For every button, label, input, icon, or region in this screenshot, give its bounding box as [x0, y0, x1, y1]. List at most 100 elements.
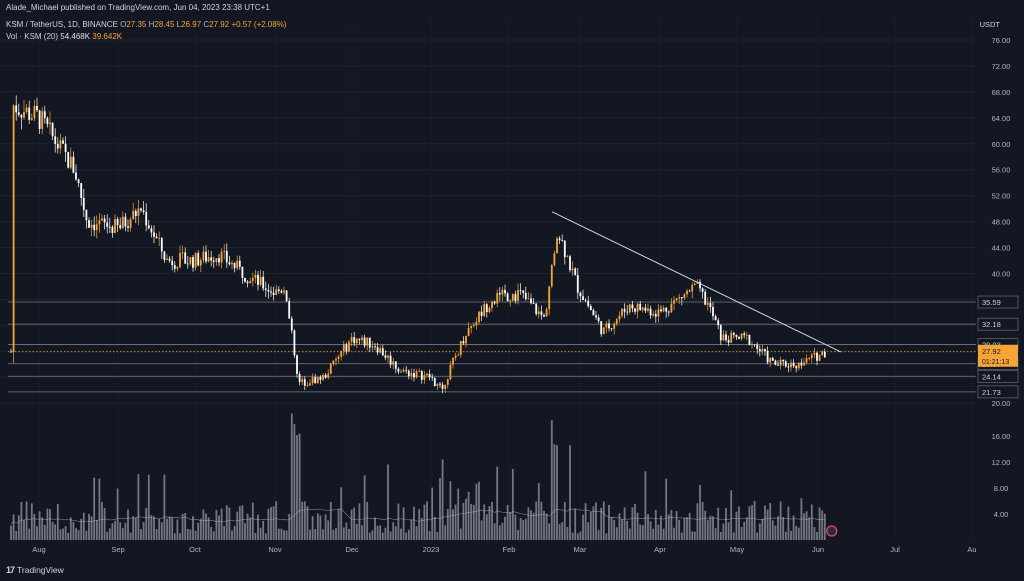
volume-bar	[280, 528, 283, 540]
level-tag	[977, 295, 1019, 309]
candle-body	[608, 323, 610, 329]
candle-body	[397, 368, 400, 372]
trendline[interactable]	[551, 211, 842, 353]
volume-bar	[686, 517, 688, 540]
candle-body	[212, 260, 215, 262]
candle-body	[381, 348, 384, 356]
volume-bar	[394, 526, 397, 540]
candle-body	[93, 224, 96, 231]
candle-body	[514, 294, 517, 301]
candle-body	[150, 228, 153, 233]
candle-body	[628, 304, 631, 313]
candle-body	[548, 286, 551, 310]
candle-body	[202, 251, 205, 261]
candle-body	[706, 302, 709, 305]
candle-body	[264, 288, 267, 290]
candle-body	[576, 275, 579, 293]
volume-bar	[319, 515, 322, 540]
symbol-legend[interactable]: KSM / TetherUS, 1D, BINANCE O27.35 H28.4…	[6, 20, 287, 29]
volume-bar	[766, 509, 769, 540]
candle-body	[254, 274, 257, 278]
volume-bar	[93, 477, 96, 540]
volume-bar	[272, 506, 275, 540]
volume-bar	[202, 509, 205, 540]
volume-bar	[137, 474, 140, 540]
candle-body	[402, 369, 405, 372]
candle-body	[301, 379, 304, 382]
volume-bar	[231, 530, 233, 540]
candle-body	[584, 300, 587, 301]
candle-body	[257, 274, 259, 285]
volume-bar	[667, 514, 670, 540]
time-tick-label: Dec	[345, 545, 359, 554]
candle-body	[818, 354, 821, 361]
volume-bar	[316, 513, 319, 540]
volume-bar	[727, 522, 730, 540]
candle-body	[415, 371, 418, 378]
candle-body	[363, 337, 366, 346]
candle-body	[459, 340, 462, 355]
tradingview-brand[interactable]: 17 TradingView	[6, 565, 64, 575]
volume-bar	[56, 503, 59, 540]
volume-bar	[639, 524, 642, 540]
time-tick-label: Apr	[654, 545, 666, 554]
candle-body	[732, 332, 735, 335]
volume-bar	[90, 516, 93, 540]
candle-body	[491, 301, 493, 308]
candle-body	[722, 334, 725, 341]
volume-bar	[142, 522, 145, 540]
volume-bar	[236, 511, 239, 540]
time-axis[interactable]: Aug Sep Oct Nov Dec 2023 Feb Mar Apr May Jun Jul Au	[0, 542, 1024, 560]
published-text: Alade_Michael published on TradingView.c…	[6, 3, 270, 12]
candle-body	[293, 330, 296, 356]
candle-body	[641, 307, 644, 311]
candle-body	[667, 311, 670, 313]
volume-bar	[691, 531, 694, 540]
volume-bars	[10, 413, 826, 540]
volume-bar	[332, 529, 335, 540]
open-value: 27.35	[126, 20, 147, 29]
volume-bar	[561, 522, 564, 540]
volume-bar	[472, 504, 475, 540]
volume-bar	[215, 509, 218, 540]
volume-bar	[114, 520, 116, 540]
volume-bar	[371, 530, 374, 540]
candle-body	[745, 334, 748, 336]
candle-body	[545, 309, 548, 317]
volume-bar	[719, 531, 722, 540]
candle-body	[647, 308, 649, 311]
volume-bar	[584, 503, 587, 540]
volume-bar	[166, 518, 168, 540]
volume-bar	[173, 533, 176, 540]
time-tick-label: Jul	[890, 545, 900, 554]
candle-body	[311, 377, 314, 384]
candle-body	[358, 338, 361, 340]
candle-body	[420, 371, 423, 380]
candle-body	[504, 289, 506, 294]
volume-bar	[101, 501, 103, 540]
candle-body	[540, 311, 543, 315]
candle-body	[41, 111, 44, 129]
volume-legend[interactable]: Vol · KSM (20) 54.468K 39.642K	[6, 32, 122, 41]
candle-body	[384, 355, 387, 358]
candle-body	[805, 358, 808, 363]
volume-bar	[678, 519, 681, 540]
candle-body	[189, 257, 192, 264]
candle-body	[537, 311, 540, 315]
candle-body	[95, 224, 98, 231]
high-value: 28.45	[154, 20, 175, 29]
volume-bar	[77, 529, 80, 540]
volume-bar	[192, 516, 194, 540]
price-axis[interactable]: 76.00 72.00 68.00 64.00 60.00 56.00 52.00 48.00…	[976, 0, 1024, 561]
volume-bar	[181, 513, 184, 540]
volume-bar	[410, 519, 413, 540]
candle-body	[85, 210, 88, 221]
candle-body	[517, 290, 519, 301]
volume-bar	[116, 488, 119, 540]
volume-bar	[168, 516, 171, 540]
candle-body	[446, 379, 449, 385]
volume-bar	[150, 515, 153, 540]
candle-body	[530, 298, 532, 304]
candle-body	[62, 140, 64, 144]
